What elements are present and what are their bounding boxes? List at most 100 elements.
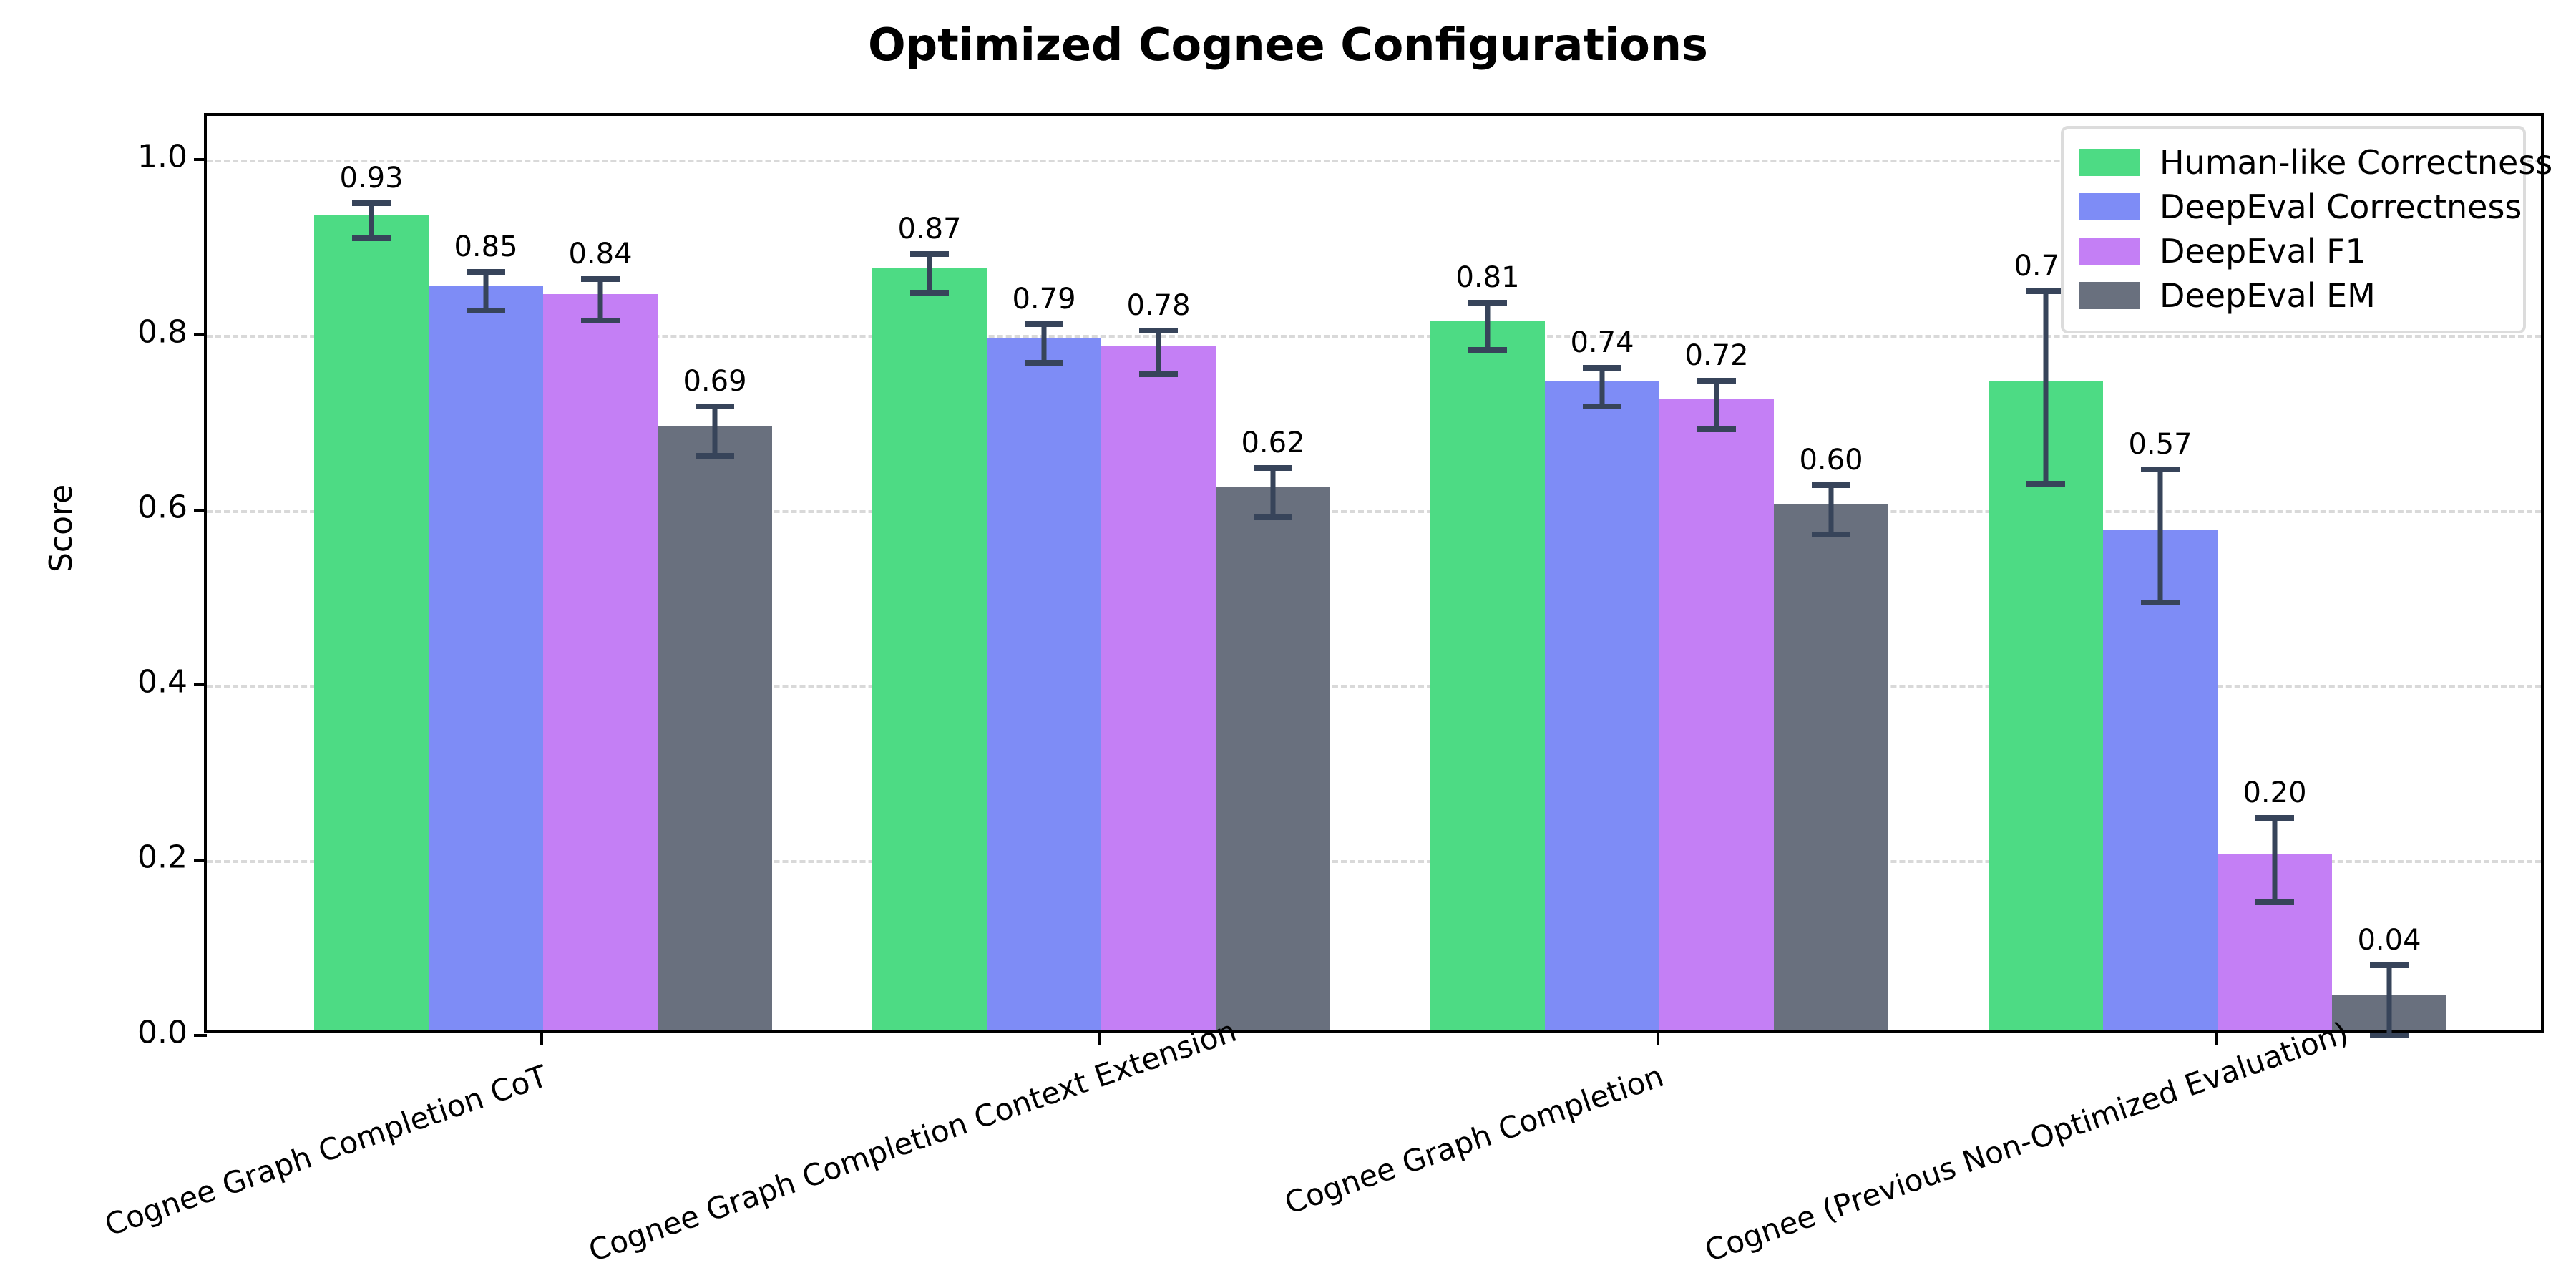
gridline <box>207 860 2541 864</box>
gridline <box>207 685 2541 688</box>
error-bar-cap-upper <box>696 404 734 410</box>
error-bar-cap-upper <box>1697 377 1736 384</box>
error-bar-stem <box>712 406 718 456</box>
error-bar-cap-upper <box>1139 327 1178 333</box>
y-tick-label: 0.4 <box>137 663 187 701</box>
legend-item-1[interactable]: DeepEval Correctness <box>2079 185 2522 229</box>
bar-value-label: 0.62 <box>1241 426 1305 459</box>
legend-swatch-icon <box>2079 149 2140 176</box>
error-bar-stem <box>927 254 932 293</box>
bar-2-1[interactable] <box>1101 346 1216 1030</box>
bar-value-label: 0.20 <box>2243 776 2307 810</box>
error-bar-stem <box>369 203 374 239</box>
legend-swatch-icon <box>2079 193 2140 220</box>
bar-3-2[interactable] <box>1774 504 1888 1030</box>
error-bar-cap-lower <box>1468 346 1507 353</box>
bar-1-0[interactable] <box>429 285 543 1030</box>
x-tick-mark <box>540 1033 543 1045</box>
bar-0-2[interactable] <box>1430 320 1545 1030</box>
x-tick-mark <box>1657 1033 1659 1045</box>
error-bar-cap-lower <box>2255 899 2294 905</box>
error-bar-stem <box>2043 291 2049 484</box>
error-bar-cap-upper <box>910 251 949 258</box>
bar-value-label: 0.74 <box>1570 326 1634 360</box>
bar-value-label: 0.81 <box>1455 260 1520 294</box>
bar-2-0[interactable] <box>543 294 658 1030</box>
y-tick-mark <box>194 158 207 162</box>
error-bar-cap-upper <box>581 275 620 282</box>
error-bar-cap-upper <box>1254 464 1292 471</box>
bar-1-1[interactable] <box>987 338 1101 1030</box>
legend-label: DeepEval Correctness <box>2160 187 2522 226</box>
error-bar-cap-upper <box>1468 299 1507 306</box>
bar-value-label: 0.85 <box>454 230 518 263</box>
y-tick-label: 0.2 <box>137 839 187 876</box>
y-tick-label: 0.0 <box>137 1014 187 1051</box>
error-bar-stem <box>1156 330 1161 375</box>
gridline <box>207 334 2541 338</box>
legend-label: DeepEval EM <box>2160 276 2376 315</box>
error-bar-cap-upper <box>352 200 391 207</box>
y-tick-mark <box>194 859 207 862</box>
error-bar-stem <box>1599 368 1605 407</box>
error-bar-cap-lower <box>1139 371 1178 378</box>
error-bar-cap-lower <box>2141 600 2180 606</box>
bar-3-1[interactable] <box>1216 487 1330 1030</box>
bar-value-label: 0.04 <box>2357 924 2421 957</box>
error-bar-cap-lower <box>467 307 505 313</box>
error-bar-cap-lower <box>2026 481 2065 487</box>
bar-0-3[interactable] <box>1989 381 2103 1030</box>
y-tick-label: 0.6 <box>137 489 187 526</box>
x-tick-mark <box>2215 1033 2218 1045</box>
error-bar-cap-lower <box>352 235 391 242</box>
bar-2-2[interactable] <box>1659 399 1774 1030</box>
legend-item-3[interactable]: DeepEval EM <box>2079 273 2509 318</box>
error-bar-stem <box>2272 818 2278 902</box>
bar-value-label: 0.72 <box>1684 338 1749 372</box>
y-tick-label: 0.8 <box>137 313 187 351</box>
plot-inner: 0.93 0.85 0.84 0.69 0.87 0.79 0.78 0.62 0.81 0.74… <box>194 116 2541 1038</box>
bar-value-label: 0.93 <box>339 162 404 195</box>
bar-value-label: 0.78 <box>1126 288 1191 322</box>
x-tick-mark <box>1098 1033 1101 1045</box>
gridline <box>207 160 2541 163</box>
gridline <box>207 509 2541 513</box>
x-tick-label: Cognee Graph Completion <box>1280 1058 1668 1221</box>
error-bar-cap-upper <box>1583 365 1621 371</box>
bar-3-0[interactable] <box>658 425 772 1030</box>
error-bar-cap-lower <box>696 452 734 459</box>
error-bar-stem <box>2386 965 2392 1035</box>
chart-legend[interactable]: Human-like Correctness DeepEval Correctne… <box>2061 126 2552 333</box>
error-bar-stem <box>1828 485 1834 535</box>
x-tick-label: Cognee Graph Completion Context Extensio… <box>584 1013 1241 1269</box>
error-bar-cap-upper <box>467 268 505 275</box>
error-bar-stem <box>1485 302 1491 350</box>
bar-value-label: 0.57 <box>2128 428 2192 462</box>
legend-swatch-icon <box>2079 238 2140 265</box>
bar-0-0[interactable] <box>314 215 429 1030</box>
bar-1-3[interactable] <box>2103 530 2218 1030</box>
legend-item-2[interactable]: DeepEval F1 <box>2079 229 2509 273</box>
error-bar-cap-lower <box>1812 531 1850 537</box>
error-bar-cap-lower <box>1697 426 1736 433</box>
y-tick-mark <box>194 508 207 512</box>
bar-1-2[interactable] <box>1545 381 1659 1030</box>
error-bar-cap-lower <box>1025 360 1063 366</box>
legend-item-0[interactable]: Human-like Correctness <box>2079 140 2552 185</box>
error-bar-cap-lower <box>2370 1033 2409 1038</box>
error-bar-stem <box>2157 469 2163 603</box>
y-tick-mark <box>194 1034 207 1037</box>
bar-value-label: 0.69 <box>683 365 747 399</box>
page-title: Optimized Cognee Configurations <box>868 19 1708 71</box>
legend-label: DeepEval F1 <box>2160 232 2366 270</box>
y-tick-mark <box>194 683 207 687</box>
error-bar-stem <box>597 278 603 321</box>
legend-swatch-icon <box>2079 282 2140 309</box>
error-bar-cap-upper <box>2026 288 2065 294</box>
error-bar-cap-upper <box>2255 815 2294 821</box>
y-tick-label: 1.0 <box>137 138 187 175</box>
error-bar-cap-lower <box>910 290 949 296</box>
bar-value-label: 0.84 <box>568 237 633 270</box>
bar-0-1[interactable] <box>872 268 987 1030</box>
